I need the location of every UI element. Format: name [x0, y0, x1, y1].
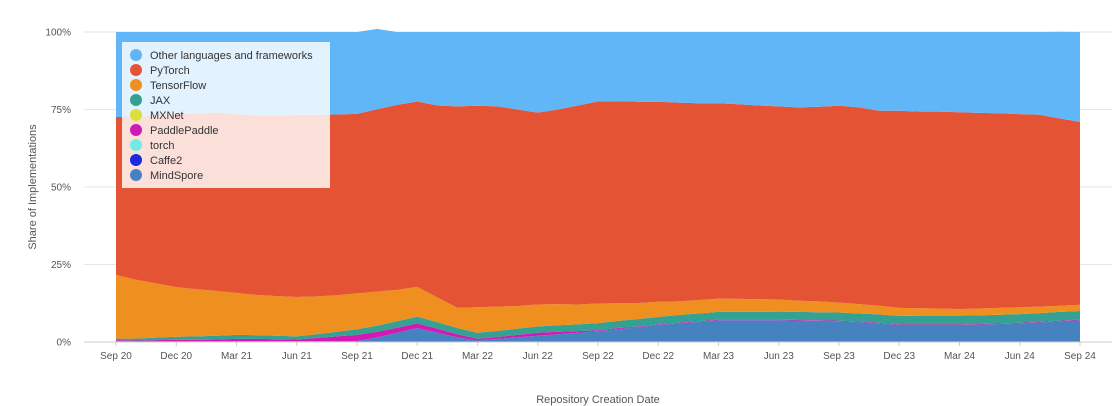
- legend-label: JAX: [150, 95, 171, 107]
- legend-marker-icon: [130, 49, 142, 61]
- legend-label: TensorFlow: [150, 80, 206, 92]
- y-tick-label: 75%: [51, 105, 71, 116]
- legend: Other languages and frameworks PyTorch Ten…: [122, 42, 330, 188]
- legend-label: PaddlePaddle: [150, 125, 219, 137]
- series-area-paddlepaddle: [116, 319, 1080, 342]
- legend-box: [122, 42, 330, 188]
- x-tick-label: Dec 23: [883, 351, 915, 362]
- x-tick-label: Sep 22: [582, 351, 614, 362]
- legend-label: torch: [150, 140, 174, 152]
- x-tick-label: Mar 21: [221, 351, 253, 362]
- legend-marker-icon: [130, 169, 142, 181]
- y-axis-title: Share of Implementations: [27, 124, 39, 250]
- y-tick-label: 25%: [51, 260, 71, 271]
- legend-marker-icon: [130, 139, 142, 151]
- x-tick-label: Jun 24: [1005, 351, 1035, 362]
- legend-marker-icon: [130, 124, 142, 136]
- legend-marker-icon: [130, 94, 142, 106]
- x-tick-label: Sep 24: [1064, 351, 1096, 362]
- x-tick-label: Mar 24: [944, 351, 976, 362]
- legend-label: PyTorch: [150, 65, 190, 77]
- x-tick-label: Dec 20: [160, 351, 192, 362]
- x-tick-label: Jun 23: [764, 351, 794, 362]
- series-area-other-languages-and-frameworks: [116, 28, 1080, 122]
- y-tick-label: 50%: [51, 183, 71, 194]
- x-tick-label: Mar 22: [462, 351, 494, 362]
- series-area-tensorflow: [116, 275, 1080, 339]
- legend-marker-icon: [130, 79, 142, 91]
- x-axis-title: Repository Creation Date: [536, 394, 660, 406]
- legend-marker-icon: [130, 109, 142, 121]
- series-area-jax: [116, 311, 1080, 341]
- series-area-pytorch: [116, 101, 1080, 310]
- x-tick-label: Sep 21: [341, 351, 373, 362]
- x-tick-label: Dec 21: [401, 351, 433, 362]
- x-tick-label: Sep 20: [100, 351, 132, 362]
- legend-label: MXNet: [150, 110, 184, 122]
- x-tick-label: Mar 23: [703, 351, 735, 362]
- legend-marker-icon: [130, 154, 142, 166]
- legend-label: Other languages and frameworks: [150, 50, 313, 62]
- legend-label: MindSpore: [150, 170, 203, 182]
- axes: 0% 25% 50% 75% 100% Sep 20 Dec 20 Mar 21 Jun 21 S…: [45, 28, 1112, 362]
- y-tick-label: 100%: [45, 28, 71, 39]
- x-tick-label: Sep 23: [823, 351, 855, 362]
- legend-marker-icon: [130, 64, 142, 76]
- x-tick-label: Jun 21: [282, 351, 312, 362]
- legend-label: Caffe2: [150, 155, 182, 167]
- x-tick-label: Dec 22: [642, 351, 674, 362]
- y-tick-label: 0%: [57, 338, 72, 349]
- x-tick-label: Jun 22: [523, 351, 553, 362]
- series-areas: [116, 28, 1080, 342]
